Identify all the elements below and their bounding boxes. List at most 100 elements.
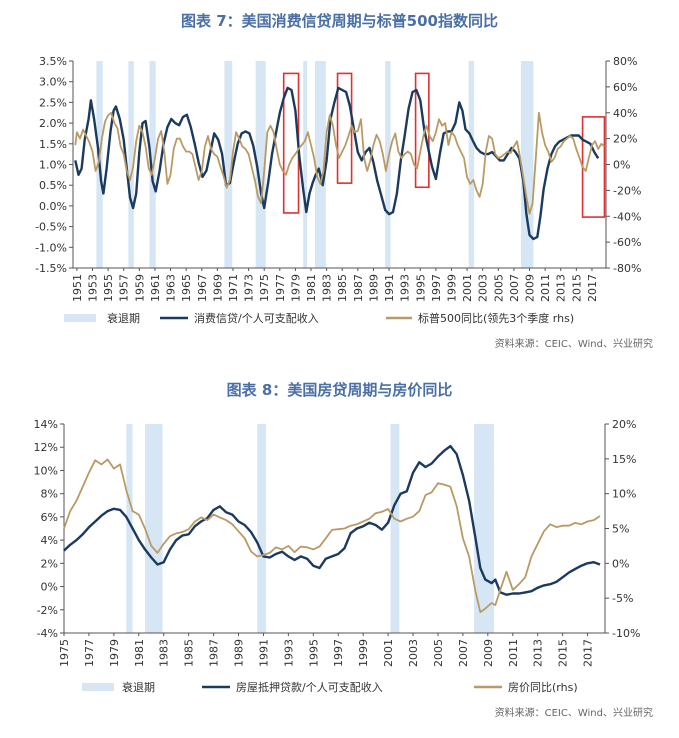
chart2-source: 资料来源：CEIC、Wind、兴业研究 [494, 708, 653, 719]
chart2-title: 图表 8：美国房贷周期与房价同比 [226, 381, 453, 399]
chart1-x-tick-label-29: 2009 [524, 274, 537, 302]
chart2-recession-band-3 [390, 424, 400, 633]
chart1-right-tick-label-5: -20% [613, 184, 641, 197]
legend1-recession-swatch [64, 314, 96, 322]
chart2-x-tick-label-12: 1999 [357, 639, 370, 667]
legend2-series1-label: 房屋抵押贷款/个人可支配收入 [236, 680, 383, 694]
chart1-right-tick-label-6: -40% [613, 210, 641, 223]
chart2-right-tick-label-2: 10% [612, 488, 636, 501]
chart1-x-tick-label-26: 2003 [477, 274, 490, 302]
chart1-x-tick-label-20: 1991 [383, 274, 396, 302]
chart2-x-tick-label-11: 1997 [332, 639, 345, 667]
chart2-x-tick-label-7: 1989 [233, 639, 246, 667]
chart1-x-tick-label-15: 1981 [305, 274, 318, 302]
chart1-right-tick-label-7: -60% [613, 236, 641, 249]
chart2-right-tick-label-3: 5% [612, 523, 629, 536]
chart2-plot: 14% 12% 10% 8% 6% 4% 2% 0% -2% -4% 20% 15% 10% 5% 0% -5… [34, 418, 641, 667]
chart2-right-tick-label-1: 15% [612, 453, 636, 466]
chart1-left-tick-label-10: -1.5% [35, 262, 67, 275]
chart2-x-tick-label-5: 1985 [183, 639, 196, 667]
chart1-left-tick-label-7: 0.0% [39, 200, 67, 213]
chart1-x-tick-label-16: 1983 [321, 274, 334, 302]
chart1-x-tick-label-1: 1953 [87, 274, 100, 302]
chart1-highlight-box-0 [282, 72, 300, 214]
chart1-left-tick-label-3: 2.0% [39, 117, 67, 130]
chart2-left-tick-label-4: 6% [41, 511, 58, 524]
chart1-x-tick-label-9: 1969 [211, 274, 224, 302]
chart2-left-tick-label-1: 12% [34, 441, 58, 454]
chart1-recession-band-1 [128, 61, 134, 268]
chart1-x-tick-label-0: 1951 [71, 274, 84, 302]
legend2-recession-swatch [82, 683, 114, 691]
chart2-x-tick-label-10: 1995 [307, 639, 320, 667]
chart2-recession-band-1 [145, 424, 163, 633]
chart1-right-tick-label-1: 60% [613, 81, 637, 94]
chart1-right-tick-label-0: 80% [613, 55, 637, 68]
chart1-recession-band-8 [468, 61, 475, 268]
chart1-title: 图表 7：美国消费信贷周期与标普500指数同比 [181, 12, 498, 30]
chart2-left-tick-label-2: 10% [34, 464, 58, 477]
legend2-recession-label: 衰退期 [122, 680, 155, 694]
chart1-x-tick-label-5: 1961 [149, 274, 162, 302]
chart1-plot: 3.5% 3.0% 2.5% 2.0% 1.5% 1.0% 0.5% 0.0% -0.5% -1.… [35, 55, 641, 302]
chart1-x-tick-label-11: 1973 [243, 274, 256, 302]
chart1-right-tick-label-8: -80% [613, 262, 641, 275]
chart2-x-tick-label-21: 2017 [582, 639, 595, 667]
chart2-left-tick-label-7: 0% [41, 581, 58, 594]
chart2-left-tick-label-9: -4% [37, 627, 58, 640]
chart1-right-tick-label-3: 20% [613, 133, 637, 146]
chart1-x-tick-label-28: 2007 [508, 274, 521, 302]
chart1-x-tick-label-33: 2017 [586, 274, 599, 302]
chart1-x-tick-label-14: 1979 [289, 274, 302, 302]
chart2-x-tick-label-14: 2003 [407, 639, 420, 667]
chart1-series-line-1 [74, 111, 605, 215]
chart1-highlight-box-1 [336, 72, 353, 184]
chart2-recession-band-0 [126, 424, 133, 633]
chart2-left-tick-label-8: -2% [37, 604, 58, 617]
chart2-x-tick-label-13: 2001 [382, 639, 395, 667]
chart1-left-tick-label-8: -0.5% [35, 221, 67, 234]
chart1-x-tick-label-17: 1985 [336, 274, 349, 302]
chart2-x-tick-label-0: 1975 [58, 639, 71, 667]
chart1-left-tick-label-2: 2.5% [39, 96, 67, 109]
legend2-series2-label: 房价同比(rhs) [508, 681, 578, 694]
chart1-x-tick-label-3: 1957 [118, 274, 131, 302]
chart2-right-tick-label-6: -10% [612, 627, 640, 640]
legend1-recession-label: 衰退期 [107, 311, 140, 325]
chart2-x-tick-label-1: 1977 [83, 639, 96, 667]
chart2-x-tick-label-17: 2009 [482, 639, 495, 667]
chart2-x-tick-label-15: 2005 [432, 639, 445, 667]
legend1-series1-label: 消费信贷/个人可支配收入 [194, 311, 319, 325]
chart2-x-tick-label-3: 1981 [133, 639, 146, 667]
chart1-recession-band-5 [303, 61, 308, 268]
chart1-highlight-box-3 [581, 116, 606, 218]
chart2-x-tick-label-2: 1979 [108, 639, 121, 667]
chart2-recession-band-4 [474, 424, 495, 633]
chart1-x-tick-label-7: 1965 [180, 274, 193, 302]
chart1-x-tick-label-4: 1959 [133, 274, 146, 302]
chart2-x-tick-label-20: 2015 [557, 639, 570, 667]
chart1-x-tick-label-21: 1993 [399, 274, 412, 302]
chart1-recession-band-3 [224, 61, 233, 268]
chart1-x-tick-label-23: 1997 [430, 274, 443, 302]
chart1-x-tick-label-12: 1975 [258, 274, 271, 302]
chart1-recession-band-4 [255, 61, 266, 268]
chart1-x-tick-label-32: 2015 [570, 274, 583, 302]
chart1-x-tick-label-31: 2013 [555, 274, 568, 302]
chart1-source: 资料来源：CEIC、Wind、兴业研究 [494, 339, 653, 350]
chart1-recession-band-6 [314, 61, 326, 268]
chart1-x-tick-label-24: 1999 [445, 274, 458, 302]
chart2-x-tick-label-18: 2011 [507, 639, 520, 667]
chart2-right-tick-label-4: 0% [612, 557, 629, 570]
chart2-left-tick-label-6: 2% [41, 557, 58, 570]
chart1-x-tick-label-13: 1977 [274, 274, 287, 302]
chart2-x-tick-label-6: 1987 [208, 639, 221, 667]
chart1-recession-band-9 [520, 61, 534, 268]
chart1-series-line-0 [74, 86, 600, 241]
chart2-x-tick-label-16: 2007 [457, 639, 470, 667]
chart1-x-tick-label-8: 1967 [196, 274, 209, 302]
chart2-series-line-0 [63, 444, 601, 596]
chart1-x-tick-label-30: 2011 [539, 274, 552, 302]
chart1-recession-band-0 [96, 61, 103, 268]
